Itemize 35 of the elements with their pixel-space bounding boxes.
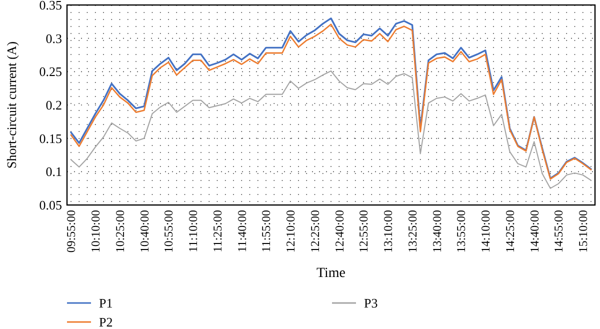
x-tick-label: 10:10:00: [88, 210, 103, 253]
x-tick-label: 14:10:00: [478, 210, 493, 253]
x-axis-title: Time: [316, 266, 346, 281]
legend-label: P2: [99, 314, 113, 329]
y-tick-label: 0.1: [46, 164, 62, 180]
x-tick-label: 14:40:00: [527, 210, 542, 253]
x-tick-label: 10:55:00: [162, 210, 176, 253]
y-tick-label: 0.15: [39, 130, 62, 146]
legend-label: P3: [364, 296, 378, 311]
x-tick-label: 13:55:00: [454, 210, 468, 253]
y-tick-label: 0.25: [39, 64, 62, 80]
x-tick-label: 14:55:00: [552, 210, 566, 253]
x-tick-label: 13:25:00: [405, 210, 420, 253]
y-tick-label: 0.3: [46, 30, 62, 46]
x-tick-label: 10:25:00: [112, 210, 127, 253]
line-series: [70, 70, 592, 189]
x-tick-label: 13:10:00: [381, 210, 396, 253]
legend-label: P1: [99, 296, 113, 311]
x-tick-label: 12:25:00: [308, 210, 322, 253]
y-tick-label: 0.05: [39, 198, 62, 213]
x-tick-label: 15:10:00: [576, 210, 590, 253]
x-tick-label: 12:10:00: [284, 210, 298, 253]
x-tick-label: 11:40:00: [234, 210, 249, 252]
x-tick-label: 13:40:00: [430, 210, 444, 253]
x-tick-label: 10:40:00: [137, 210, 152, 253]
x-tick-label: 12:55:00: [356, 210, 371, 253]
y-tick-label: 0.35: [39, 0, 62, 13]
x-tick-label: 14:25:00: [502, 210, 517, 253]
x-tick-label: 11:25:00: [210, 210, 224, 252]
y-tick-label: 0.2: [46, 98, 62, 113]
x-tick-label: 12:40:00: [332, 210, 346, 253]
y-axis-title: Short-circuit current (A): [4, 41, 19, 169]
x-tick-label: 11:55:00: [259, 210, 274, 252]
x-tick-label: 11:10:00: [186, 210, 200, 252]
x-tick-label: 09:55:00: [64, 210, 78, 253]
